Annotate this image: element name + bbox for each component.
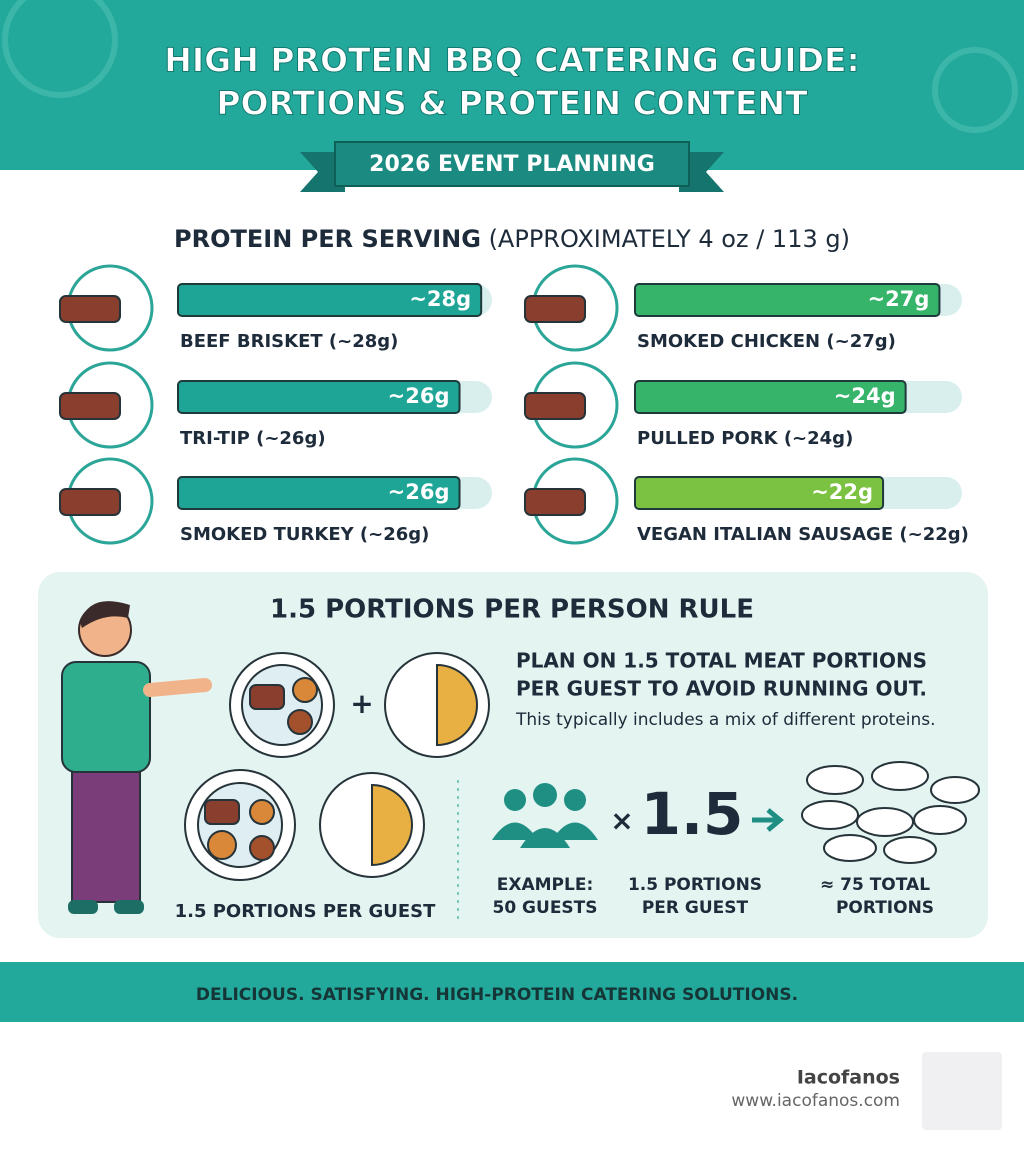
bar (177, 476, 461, 510)
bar-value-label: ~26g (388, 384, 450, 408)
plus: + (350, 687, 373, 720)
bar-value-label: ~24g (834, 384, 896, 408)
section-title: PROTEIN PER SERVING (APPROXIMATELY 4 oz … (174, 225, 850, 253)
food-shape (524, 392, 586, 420)
item-label: BEEF BRISKET (~28g) (180, 331, 398, 352)
brand-logo (922, 1052, 1002, 1130)
plates (184, 652, 490, 881)
food-shape (59, 392, 121, 420)
multiply: × (610, 804, 633, 837)
ribbon-tail (679, 152, 724, 192)
bar (634, 283, 941, 317)
factor: 1.5 (641, 780, 744, 848)
title-line: HIGH PROTEIN BBQ CATERING GUIDE: (164, 41, 859, 80)
food-shape (524, 295, 586, 323)
item-label: SMOKED TURKEY (~26g) (180, 524, 429, 545)
item-label: SMOKED CHICKEN (~27g) (637, 331, 896, 352)
bar (634, 476, 885, 510)
ribbon-tail (300, 152, 345, 192)
bar-value-label: ~22g (811, 480, 873, 504)
food-shape (59, 488, 121, 516)
eq-label: 50 GUESTS (492, 898, 597, 918)
person (61, 601, 212, 914)
rule-heading: PLAN ON 1.5 TOTAL MEAT PORTIONS (516, 649, 927, 673)
bar (177, 283, 483, 317)
item-label: VEGAN ITALIAN SAUSAGE (~22g) (637, 524, 969, 545)
food-shape (59, 295, 121, 323)
section-title-note: (APPROXIMATELY 4 oz / 113 g) (489, 225, 850, 253)
rule-title: 1.5 PORTIONS PER PERSON RULE (270, 595, 754, 625)
arrow (752, 808, 784, 832)
rule-heading: PER GUEST TO AVOID RUNNING OUT. (516, 677, 927, 701)
plates-caption: 1.5 PORTIONS PER GUEST (175, 901, 437, 922)
guests-icon (492, 783, 598, 848)
brand-url: www.iacofanos.com (731, 1091, 900, 1111)
eq-label: 1.5 PORTIONS (628, 875, 762, 895)
portions-icon (801, 761, 980, 864)
bar (634, 380, 907, 414)
section-title-main: PROTEIN PER SERVING (174, 225, 481, 253)
title-line: PORTIONS & PROTEIN CONTENT (216, 84, 808, 123)
rule-note: This typically includes a mix of differe… (515, 710, 936, 730)
footer-band (0, 962, 1024, 1022)
eq-label: EXAMPLE: (497, 875, 594, 895)
decor (2, 0, 118, 98)
brand-name: Iacofanos (797, 1067, 900, 1089)
eq-label: ≈ 75 TOTAL (820, 875, 930, 895)
protein-bars: ~28g BEEF BRISKET (~28g) ~26g TRI-TIP (~26g… (59, 264, 969, 545)
bar-value-label: ~27g (868, 287, 930, 311)
bar-value-label: ~28g (409, 287, 471, 311)
item-label: PULLED PORK (~24g) (637, 428, 853, 449)
bar-value-label: ~26g (388, 480, 450, 504)
item-label: TRI-TIP (~26g) (180, 428, 326, 449)
tagline: DELICIOUS. SATISFYING. HIGH-PROTEIN CATE… (196, 985, 798, 1005)
decor (932, 47, 1018, 133)
bar (177, 380, 461, 414)
eq-label: PER GUEST (642, 898, 749, 918)
eq-label: PORTIONS (836, 898, 934, 918)
banner-text: 2026 EVENT PLANNING (369, 152, 655, 177)
food-shape (524, 488, 586, 516)
banner (334, 141, 690, 187)
